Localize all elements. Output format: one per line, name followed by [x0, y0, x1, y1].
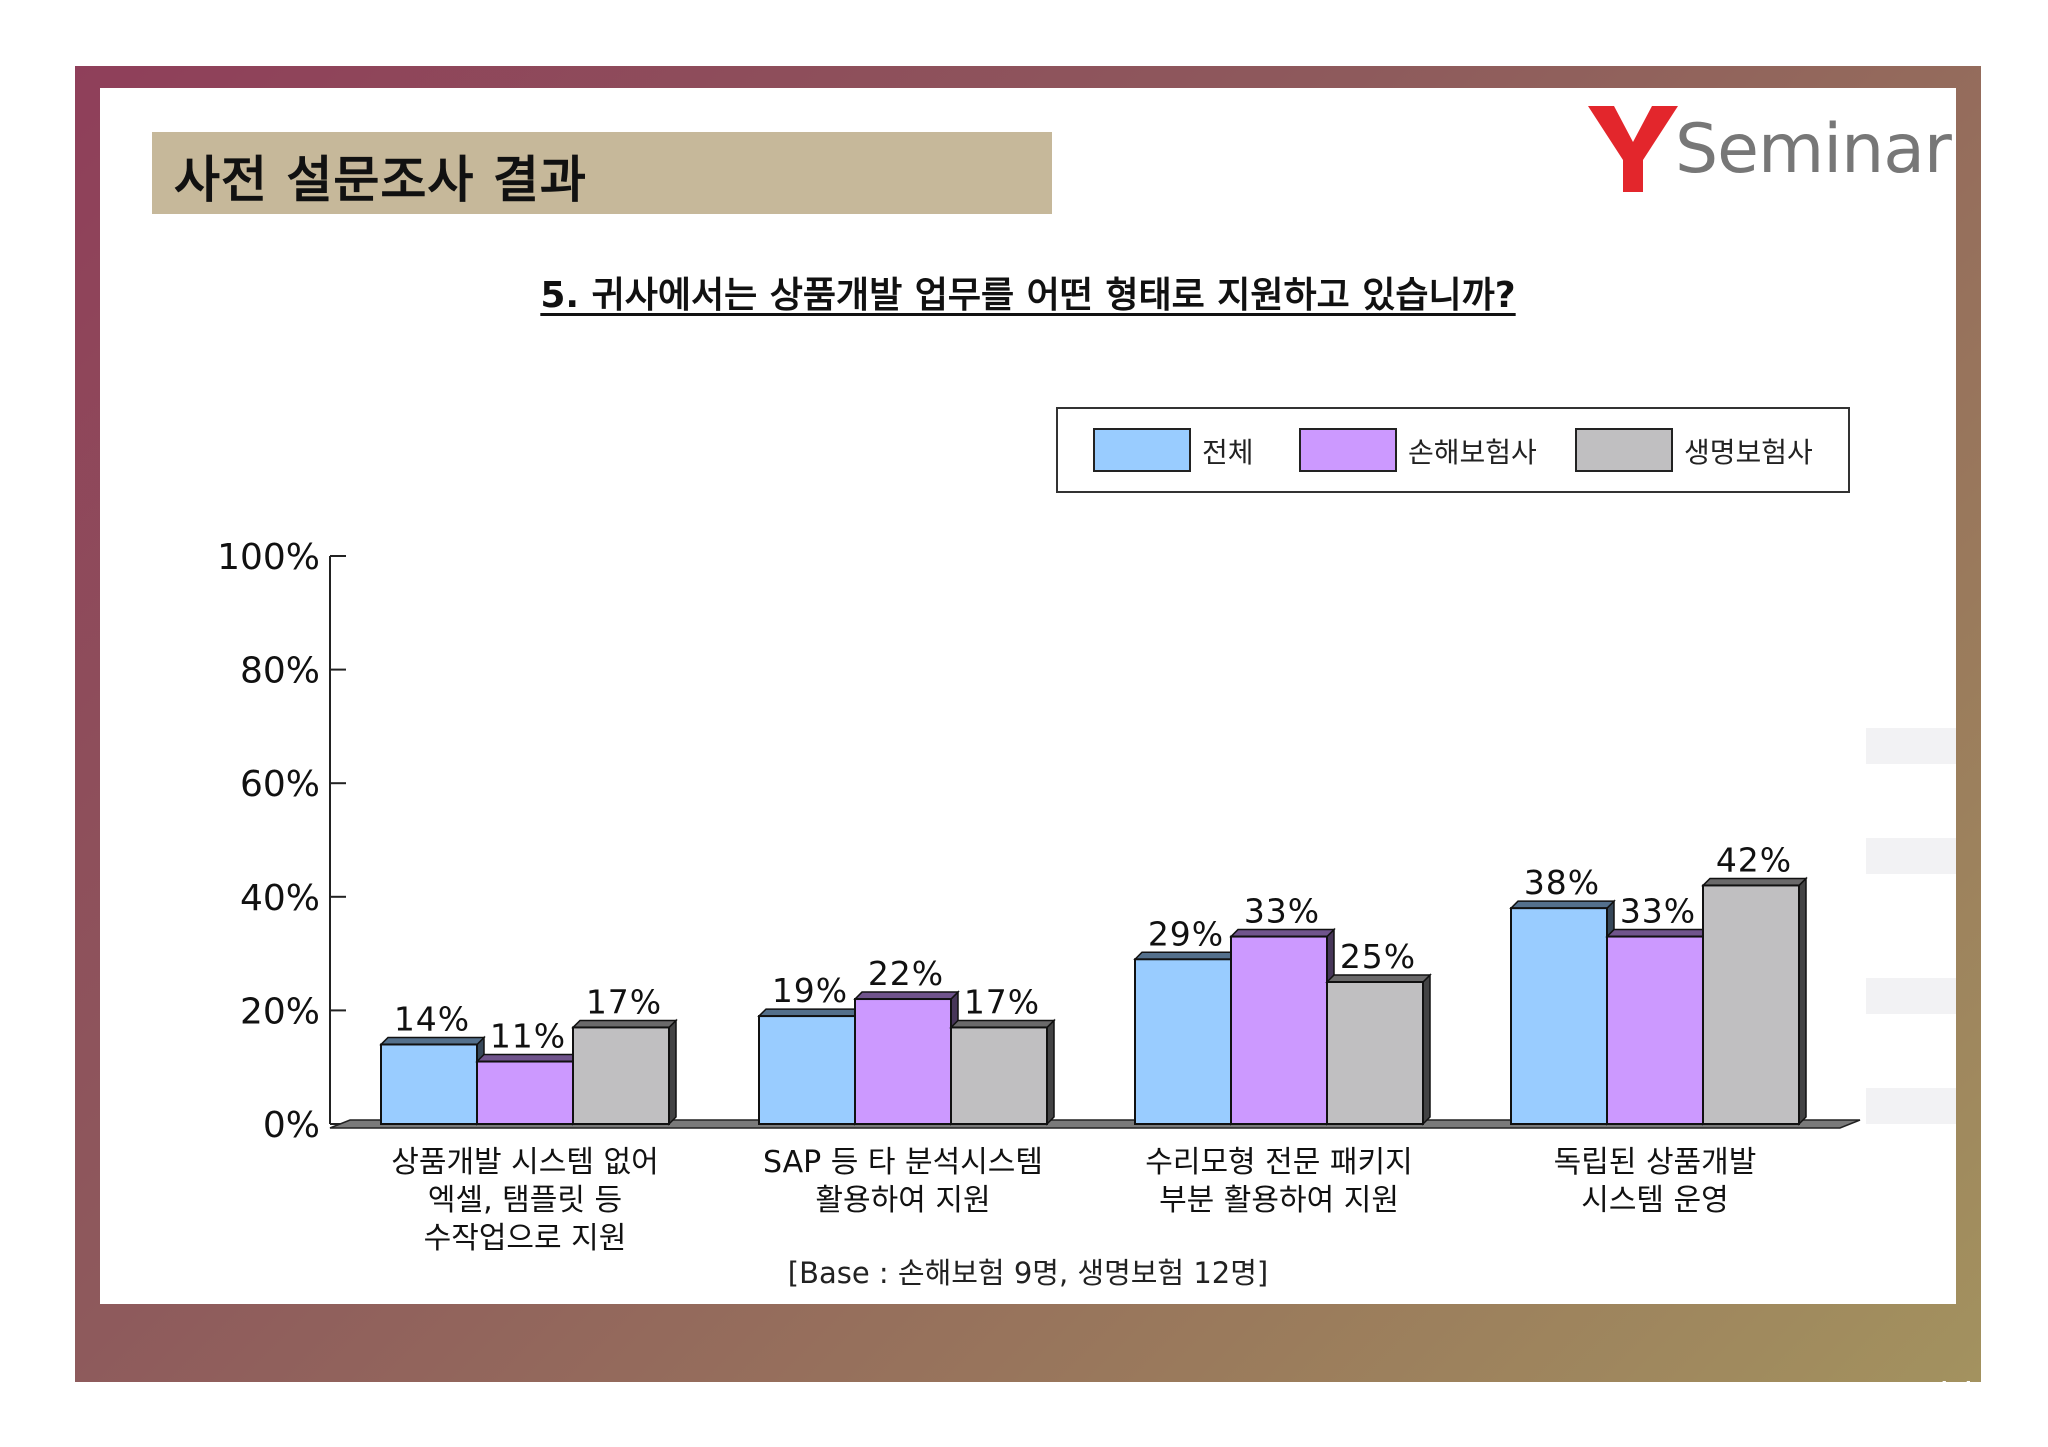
bar-value-label: 38%	[1524, 863, 1600, 902]
y-tick-label: 60%	[240, 764, 320, 805]
bar-top	[1325, 974, 1432, 983]
base-note: [Base : 손해보험 9명, 생명보험 12명]	[787, 1256, 1269, 1290]
bar-top	[571, 1019, 678, 1029]
bar-top	[475, 1053, 582, 1063]
page-title: 사전 설문조사 결과	[174, 151, 587, 209]
legend-label-1: 전체	[1202, 436, 1254, 469]
chart-floor	[329, 1119, 1861, 1129]
category-label-line: 시스템 운영	[1581, 1183, 1729, 1218]
bar-value-label: 33%	[1244, 892, 1320, 931]
bar-3-2	[1230, 935, 1328, 1125]
bars	[379, 876, 1808, 1126]
bar-chart: 전체 손해보험사 생명보험사 0% 20% 40% 60% 80% 100% 14% 11% 17…	[217, 407, 1861, 1256]
category-label-line: 활용하여 지원	[815, 1183, 990, 1218]
bar-side	[668, 1018, 677, 1126]
bar-top	[757, 1008, 864, 1017]
question-text: 5. 귀사에서는 상품개발 업무를 어떤 형태로 지원하고 있습니까?	[540, 275, 1516, 316]
category-label-line: 수작업으로 지원	[424, 1221, 627, 1256]
category-label-line: SAP 등 타 분석시스템	[763, 1145, 1043, 1180]
bar-top	[379, 1036, 486, 1046]
title-bar: 사전 설문조사 결과	[152, 132, 1052, 214]
bar-value-label: 17%	[586, 982, 662, 1021]
category-label-4: 독립된 상품개발 시스템 운영	[1554, 1145, 1757, 1218]
bar-top	[1509, 900, 1616, 909]
y-tick-label: 40%	[240, 878, 320, 919]
y-tick-label: 100%	[217, 537, 320, 578]
slide-frame: 사전 설문조사 결과 Seminar 5. 귀사에서는 상품개발 업무를 어떤 …	[75, 66, 2019, 1417]
bar-top	[853, 991, 960, 1000]
bar-2-1	[758, 1015, 856, 1126]
watermark-graphic	[1866, 728, 1956, 1124]
bar-4-2	[1606, 935, 1704, 1125]
y-tick-label: 20%	[240, 991, 320, 1032]
legend-swatch-3	[1575, 428, 1673, 472]
legend-label-2: 손해보험사	[1408, 436, 1537, 469]
bar-value-label: 19%	[772, 971, 848, 1010]
bar-value-label: 25%	[1340, 937, 1416, 976]
bar-side	[1798, 876, 1807, 1126]
bar-3-1	[1134, 958, 1232, 1126]
bar-value-label: 22%	[868, 954, 944, 993]
chart-legend: 전체 손해보험사 생명보험사	[1056, 407, 1850, 493]
legend-swatch-2	[1299, 428, 1397, 472]
bar-value-label: 33%	[1620, 892, 1696, 931]
y-axis: 0% 20% 40% 60% 80% 100%	[217, 537, 1861, 1146]
legend-swatch-1	[1093, 428, 1191, 472]
y-tick-label: 0%	[263, 1105, 320, 1146]
category-label-1: 상품개발 시스템 없어 엑셀, 탬플릿 등 수작업으로 지원	[391, 1145, 658, 1256]
legend-label-3: 생명보험사	[1684, 436, 1813, 469]
bar-4-3	[1702, 884, 1800, 1125]
bar-top	[949, 1019, 1056, 1029]
bar-side	[1046, 1018, 1055, 1126]
category-label-line: 부분 활용하여 지원	[1159, 1183, 1399, 1218]
category-label-3: 수리모형 전문 패키지 부분 활용하여 지원	[1145, 1145, 1412, 1218]
bar-1-1	[380, 1043, 478, 1125]
category-labels: 상품개발 시스템 없어 엑셀, 탬플릿 등 수작업으로 지원 SAP 등 타 분석시스…	[391, 1145, 1756, 1256]
footer-logo: consulting	[1775, 1376, 2025, 1422]
bar-2-2	[854, 998, 952, 1125]
2e-logo-icon	[1775, 1384, 1830, 1417]
bar-top	[1133, 951, 1240, 961]
bar-top	[1605, 928, 1712, 938]
bar-value-label: 42%	[1716, 840, 1792, 879]
bar-2-3	[950, 1026, 1048, 1125]
category-label-line: 수리모형 전문 패키지	[1145, 1145, 1412, 1180]
page-number: 9	[1091, 1386, 1107, 1411]
y-seminar-logo: Seminar	[1588, 102, 1952, 194]
bar-top	[1229, 928, 1336, 938]
bar-side	[1422, 973, 1431, 1126]
slide-panel: 사전 설문조사 결과 Seminar 5. 귀사에서는 상품개발 업무를 어떤 …	[100, 88, 1956, 1304]
footer-slogan: 투이는 ‘따뜻하고 뛰어난 전문가 그룹’ 입니다.	[185, 1392, 568, 1416]
y-tick-label: 80%	[240, 651, 320, 692]
data-labels: 14% 11% 17% 19% 22% 17% 29% 33% 25% 38% 33% 42%	[394, 840, 1792, 1056]
bar-top	[1701, 877, 1808, 887]
y-logo-icon	[1588, 106, 1678, 192]
bar-value-label: 14%	[394, 999, 470, 1038]
bar-value-label: 17%	[964, 982, 1040, 1021]
bar-value-label: 29%	[1148, 914, 1224, 953]
bar-3-3	[1326, 981, 1424, 1125]
bar-1-3	[572, 1026, 670, 1125]
category-label-line: 독립된 상품개발	[1554, 1145, 1757, 1180]
footer-logo-text: consulting	[1833, 1376, 2019, 1417]
category-label-line: 엑셀, 탬플릿 등	[428, 1183, 622, 1218]
category-label-line: 상품개발 시스템 없어	[391, 1145, 658, 1180]
bar-value-label: 11%	[490, 1017, 566, 1056]
bar-1-2	[476, 1060, 574, 1126]
bar-4-1	[1510, 907, 1608, 1125]
logo-text: Seminar	[1675, 110, 1952, 189]
question-heading: 5. 귀사에서는 상품개발 업무를 어떤 형태로 지원하고 있습니까?	[100, 266, 1956, 318]
category-label-2: SAP 등 타 분석시스템 활용하여 지원	[763, 1145, 1043, 1218]
